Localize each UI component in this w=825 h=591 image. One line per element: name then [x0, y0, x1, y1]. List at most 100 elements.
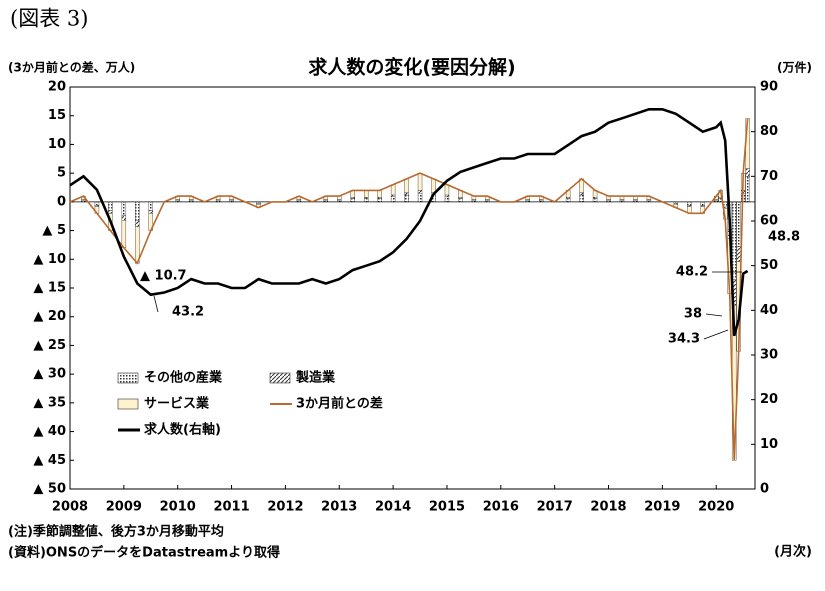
bar-segment — [444, 196, 450, 203]
y2-tick-label: 40 — [760, 303, 778, 318]
bar-segment — [390, 196, 396, 203]
bar-segment — [458, 198, 463, 203]
bar-segment — [377, 198, 382, 203]
legend-label: 製造業 — [295, 370, 336, 386]
legend-label: その他の産業 — [144, 370, 223, 386]
bar-segment — [444, 184, 450, 196]
x-tick-label: 2016 — [483, 500, 519, 515]
y-tick-label: ▲ 10 — [33, 252, 66, 267]
bar-segment — [135, 201, 140, 221]
y2-tick-label: 90 — [760, 80, 778, 95]
y-tick-label: ▲ 50 — [33, 482, 66, 497]
annotation-leader — [703, 329, 729, 340]
x-tick-label: 2017 — [537, 500, 573, 515]
bar-segment — [390, 184, 396, 196]
bar-segment — [565, 198, 571, 203]
bar-segment — [148, 210, 153, 214]
bar-segment — [135, 220, 140, 227]
bar-segment — [363, 190, 369, 198]
bar-segment — [108, 210, 113, 214]
y2-tick-label: 60 — [760, 214, 778, 229]
annotation: 38 — [684, 307, 702, 322]
legend-label: サービス業 — [144, 396, 210, 412]
y-tick-label: 15 — [48, 108, 66, 123]
legend-swatch — [117, 372, 139, 384]
bar-segment — [377, 190, 382, 198]
bar-segment — [404, 194, 409, 203]
x-axis-label: (月次) — [774, 544, 812, 560]
annotation-leader — [153, 295, 159, 313]
bar-segment — [417, 190, 423, 194]
legend-label: 求人数(右軸) — [144, 422, 221, 438]
x-tick-label: 2010 — [160, 500, 196, 515]
y2-tick-label: 10 — [760, 437, 778, 452]
x-tick-label: 2011 — [213, 500, 249, 515]
y-tick-label: 10 — [48, 137, 66, 152]
bar-segment — [700, 201, 705, 206]
y-tick-label: 20 — [48, 80, 66, 95]
chart-title: 求人数の変化(要因分解) — [308, 56, 515, 79]
bar-segment — [736, 246, 741, 262]
x-tick-label: 2018 — [590, 500, 626, 515]
y-tick-label: ▲ 30 — [33, 367, 66, 382]
x-tick-label: 2013 — [321, 500, 357, 515]
bar-segment — [736, 201, 741, 247]
header: (図表 3) — [10, 7, 88, 31]
x-tick-label: 2015 — [429, 500, 465, 515]
bar-segment — [745, 168, 750, 177]
y2-tick-label: 0 — [760, 482, 769, 497]
bar-segment — [687, 201, 692, 206]
y-tick-label: ▲ 35 — [33, 395, 66, 410]
bar-segment — [121, 220, 127, 248]
y2-tick-label: 70 — [760, 169, 778, 184]
y2-tick-label: 50 — [760, 258, 778, 273]
legend-swatch — [117, 398, 139, 410]
annotation: 48.8 — [768, 230, 800, 245]
y-tick-label: ▲ 20 — [33, 309, 66, 324]
x-tick-label: 2012 — [267, 500, 303, 515]
bar-segment — [417, 193, 423, 203]
line-series — [69, 118, 749, 461]
bar-segment — [121, 215, 127, 221]
y-axis-label: (3か月前との差、万人) — [8, 60, 135, 75]
annotation: ▲ 10.7 — [140, 269, 187, 284]
bar-segment — [390, 194, 396, 197]
y-tick-label: 5 — [57, 166, 66, 181]
y-tick-label: ▲ 15 — [33, 281, 66, 296]
y-tick-label: 0 — [57, 194, 66, 209]
bar-segment — [148, 201, 153, 211]
bar-segment — [404, 178, 409, 193]
legend-label: 3か月前との差 — [296, 396, 383, 412]
bar-segment — [417, 172, 423, 191]
bar-segment — [592, 198, 598, 203]
note: (資料)ONSのデータをDatastreamより取得 — [8, 545, 280, 561]
annotation: 34.3 — [668, 332, 700, 347]
x-tick-label: 2014 — [375, 500, 411, 515]
bar-segment — [363, 198, 369, 203]
x-tick-label: 2009 — [106, 500, 142, 515]
bar-segment — [121, 201, 127, 216]
bar-segment — [404, 192, 409, 196]
bar-segment — [745, 176, 750, 203]
x-tick-label: 2019 — [644, 500, 680, 515]
legend-swatch — [269, 372, 291, 384]
y-tick-label: ▲ 5 — [42, 223, 66, 238]
bar-segment — [579, 194, 584, 203]
y2-tick-label: 20 — [760, 392, 778, 407]
y2-axis-label: (万件) — [777, 60, 812, 75]
annotation-leader — [705, 313, 723, 317]
y-tick-label: ▲ 40 — [33, 424, 66, 439]
annotation: 48.2 — [676, 265, 708, 280]
line-series — [69, 108, 749, 337]
bar-segment — [350, 198, 355, 203]
bar-segment — [444, 194, 450, 197]
y-tick-label: ▲ 45 — [33, 453, 66, 468]
note: (注)季節調整値、後方3か月移動平均 — [8, 524, 224, 540]
bar-segment — [94, 201, 100, 206]
y-tick-label: ▲ 25 — [33, 338, 66, 353]
x-tick-label: 2020 — [698, 500, 734, 515]
y2-tick-label: 80 — [760, 124, 778, 139]
bar-segment — [108, 201, 113, 211]
annotation: 43.2 — [172, 305, 204, 320]
